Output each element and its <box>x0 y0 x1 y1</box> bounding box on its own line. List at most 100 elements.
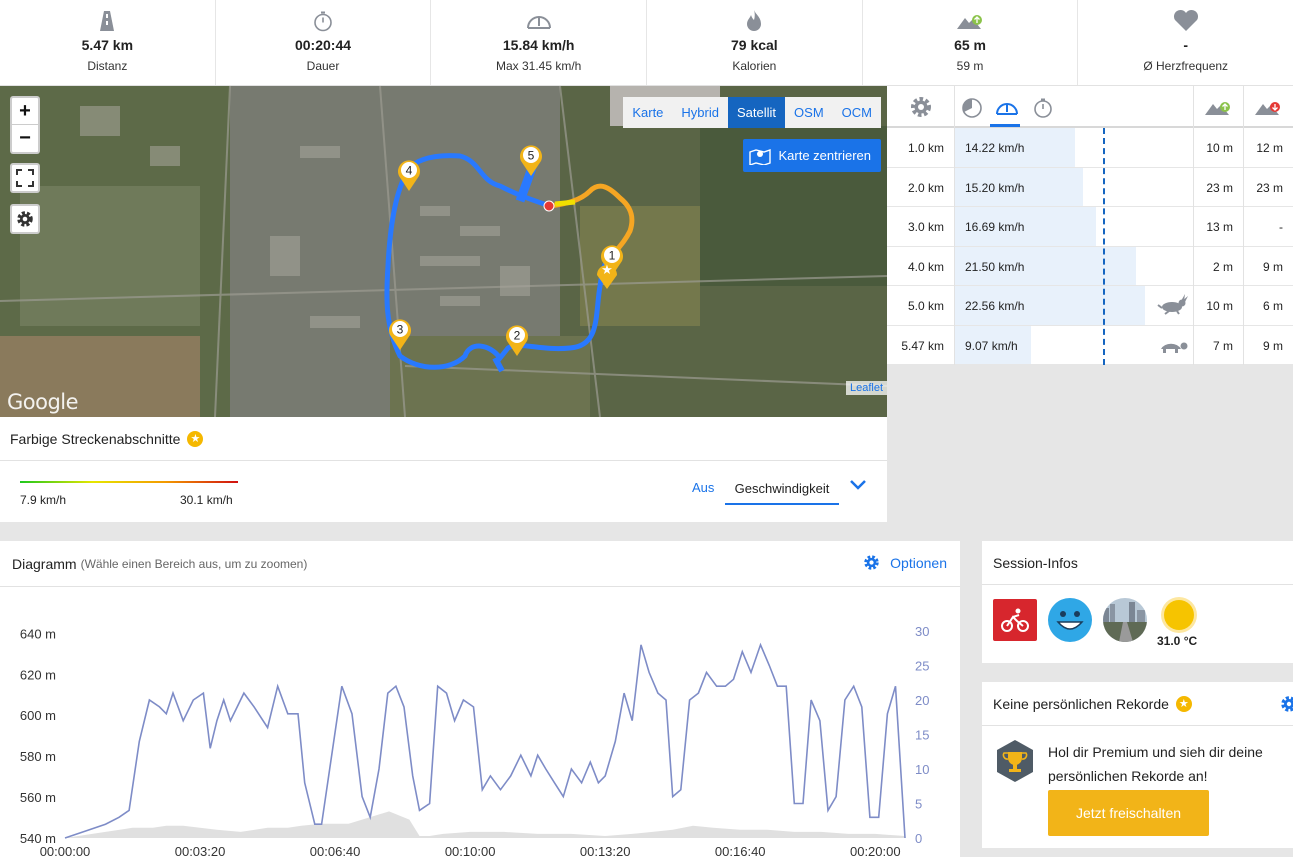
fullscreen-icon <box>16 169 34 187</box>
map-settings-button[interactable] <box>10 204 40 234</box>
split-row[interactable]: 3.0 km 16.69 km/h 13 m - <box>887 207 1293 247</box>
leaflet-attribution-link[interactable]: Leaflet <box>845 381 887 395</box>
speed-elevation-chart[interactable]: 540 m 560 m 580 m 600 m 620 m 640 m 0 5 10 15 20 25… <box>0 587 960 857</box>
x-tick-label: 00:00:00 <box>40 844 91 857</box>
split-speed: 22.56 km/h <box>965 299 1025 313</box>
y-left-tick-label: 600 m <box>20 708 56 723</box>
speed-value: 15.84 km/h <box>502 37 575 53</box>
chevron-down-icon[interactable] <box>849 479 867 491</box>
y-left-tick-label: 620 m <box>20 667 56 682</box>
split-elevation-down: 23 m <box>1256 180 1283 195</box>
route-marker-2-label: 2 <box>514 329 521 343</box>
premium-star-icon <box>1175 695 1192 712</box>
stat-calories: 79 kcal Kalorien <box>647 0 863 85</box>
split-elevation-up: 7 m <box>1212 338 1233 353</box>
splits-header <box>887 86 1293 128</box>
records-title: Keine persönlichen Rekorde <box>993 695 1169 712</box>
split-elevation-up: 10 m <box>1206 299 1233 313</box>
split-speed-bar <box>955 128 1075 167</box>
split-elevation-down: 12 m <box>1256 141 1283 155</box>
gear-icon[interactable] <box>1279 695 1293 713</box>
settings-gear-icon[interactable] <box>909 95 933 119</box>
heart-icon <box>1172 8 1200 34</box>
split-elevation-down: - <box>1279 220 1283 234</box>
diagram-hint: (Wähle einen Bereich aus, um zu zoomen) <box>80 556 308 571</box>
x-tick-label: 00:13:20 <box>580 844 631 857</box>
map-layer-switcher: Karte Hybrid Satellit OSM OCM <box>623 97 881 128</box>
layer-osm[interactable]: OSM <box>785 97 833 128</box>
x-tick-label: 00:03:20 <box>175 844 226 857</box>
splits-table: 1.0 km 14.22 km/h 10 m 12 m 2.0 km 15.20 km/h… <box>887 86 1293 365</box>
route-marker-1[interactable]: 1 <box>599 243 625 282</box>
split-speed-bar <box>955 286 1145 325</box>
speed-gradient-bar <box>20 481 238 483</box>
route-map[interactable]: 1 ★ 2 3 4 5 + − Karte Hybrid Satel <box>0 86 887 417</box>
stopwatch-icon <box>312 8 334 34</box>
colored-segments-header: Farbige Streckenabschnitte <box>0 417 887 461</box>
speedometer-tab-icon[interactable] <box>994 97 1020 117</box>
segments-mode-select[interactable]: Geschwindigkeit <box>725 473 839 505</box>
options-button[interactable]: Optionen <box>863 554 947 571</box>
split-km: 5.47 km <box>901 338 944 353</box>
split-elevation-up: 23 m <box>1206 180 1233 195</box>
y-right-tick-label: 30 <box>915 624 929 639</box>
route-marker-4[interactable]: 4 <box>396 158 422 197</box>
layer-hybrid[interactable]: Hybrid <box>672 97 728 128</box>
split-row[interactable]: 4.0 km 21.50 km/h 2 m 9 m <box>887 246 1293 286</box>
route-marker-2[interactable]: 2 <box>504 323 530 362</box>
elevation-up-value: 65 m <box>954 37 986 53</box>
split-speed: 15.20 km/h <box>965 180 1025 195</box>
center-map-button[interactable]: Karte zentrieren <box>742 139 881 172</box>
records-premium-text: Hol dir Premium und sieh dir deine persö… <box>1048 744 1263 784</box>
distance-label: Distanz <box>87 59 128 73</box>
fullscreen-button[interactable] <box>10 163 40 193</box>
route-marker-3[interactable]: 3 <box>387 317 413 356</box>
zoom-out-button[interactable]: − <box>19 127 31 149</box>
splits-body: 1.0 km 14.22 km/h 10 m 12 m 2.0 km 15.20 km/h… <box>887 128 1293 365</box>
split-speed: 21.50 km/h <box>965 259 1025 274</box>
unlock-premium-button[interactable]: Jetzt freischalten <box>1048 790 1209 836</box>
calories-value: 79 kcal <box>730 37 778 53</box>
sun-icon <box>1164 600 1194 630</box>
pace-clock-icon[interactable] <box>961 97 983 119</box>
records-panel: Keine persönlichen Rekorde Hol dir Premi… <box>982 682 1293 848</box>
stats-bar: 5.47 km Distanz 00:20:44 Dauer 15.84 km/… <box>0 0 1293 86</box>
start-marker[interactable]: ★ <box>595 258 619 295</box>
y-left-tick-label: 640 m <box>20 626 56 641</box>
cycling-icon <box>993 599 1037 641</box>
road-scene-icon <box>1103 598 1147 642</box>
stat-heartrate: - Ø Herzfrequenz <box>1078 0 1293 85</box>
gear-icon <box>17 211 33 227</box>
split-row[interactable]: 5.47 km 9.07 km/h 7 m 9 m <box>887 325 1293 365</box>
zoom-in-button[interactable]: + <box>12 98 38 125</box>
y-right-tick-label: 25 <box>915 659 929 674</box>
split-speed-bar <box>955 325 1032 364</box>
route-marker-4-label: 4 <box>406 164 413 178</box>
heartrate-value: - <box>1183 37 1189 53</box>
segments-off-option[interactable]: Aus <box>692 480 715 495</box>
y-right-tick-label: 20 <box>915 693 929 708</box>
x-tick-label: 00:20:00 <box>850 844 901 857</box>
y-right-tick-label: 0 <box>915 831 922 846</box>
layer-karte[interactable]: Karte <box>623 97 673 128</box>
split-row[interactable]: 2.0 km 15.20 km/h 23 m 23 m <box>887 167 1293 207</box>
split-elevation-up: 10 m <box>1206 141 1233 155</box>
options-label: Optionen <box>890 554 947 571</box>
layer-ocm[interactable]: OCM <box>832 97 881 128</box>
route-marker-5-label: 5 <box>528 149 535 163</box>
x-tick-label: 00:06:40 <box>310 844 361 857</box>
split-row[interactable]: 5.0 km 22.56 km/h 10 m 6 m <box>887 286 1293 326</box>
session-info-panel: Session-Infos 31.0 °C <box>982 541 1293 663</box>
split-row[interactable]: 1.0 km 14.22 km/h 10 m 12 m <box>887 128 1293 168</box>
zoom-control: + − <box>10 96 40 154</box>
temperature-value: 31.0 °C <box>1157 634 1198 648</box>
colored-segments-panel: Farbige Streckenabschnitte 7.9 km/h 30.1… <box>0 417 887 522</box>
stopwatch-tab-icon[interactable] <box>1032 97 1054 119</box>
max-speed-label: Max 31.45 km/h <box>495 59 582 73</box>
split-km: 3.0 km <box>907 220 944 234</box>
split-elevation-up: 2 m <box>1212 259 1233 274</box>
route-marker-5[interactable]: 5 <box>518 143 544 182</box>
happy-face-icon <box>1048 598 1092 642</box>
layer-satellit[interactable]: Satellit <box>728 97 786 128</box>
